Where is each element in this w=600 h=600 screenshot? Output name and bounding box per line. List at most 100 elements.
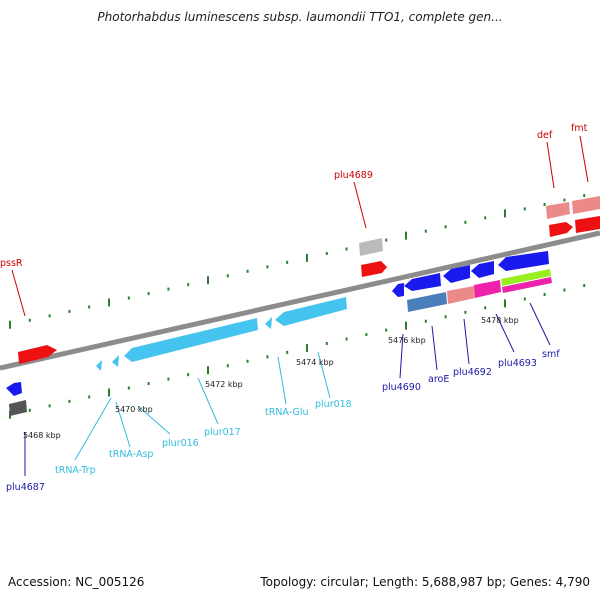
gene-tRNA-Glu[interactable] — [265, 317, 272, 329]
gene-aroE-arrow[interactable] — [404, 273, 441, 291]
kbp-label: 5470 kbp — [115, 405, 153, 414]
label-tRNA-Asp: tRNA-Asp — [109, 449, 153, 460]
gene-tRNA-Asp[interactable] — [112, 355, 119, 367]
minor-tick — [484, 306, 487, 310]
accession-text: Accession: NC_005126 — [8, 575, 145, 589]
major-tick — [504, 209, 506, 218]
label-plu4692: plu4692 — [453, 367, 492, 378]
gene-plu4687-box[interactable] — [9, 400, 27, 416]
minor-tick — [127, 296, 130, 300]
summary-text: Topology: circular; Length: 5,688,987 bp… — [260, 575, 590, 589]
minor-tick — [444, 225, 447, 229]
label-plur016: plur016 — [162, 438, 199, 449]
major-tick — [108, 388, 110, 397]
gene-features — [6, 196, 600, 416]
minor-tick — [48, 314, 51, 318]
minor-tick — [147, 382, 150, 386]
gene-fmt[interactable] — [575, 216, 600, 233]
minor-tick — [88, 395, 91, 399]
label-tRNA-Trp: tRNA-Trp — [55, 465, 96, 476]
minor-tick — [266, 265, 269, 269]
gene-tRNA-Trp[interactable] — [96, 360, 102, 371]
label-aroE: aroE — [428, 374, 449, 385]
kbp-label: 5468 kbp — [23, 431, 61, 440]
kbp-label: 5478 kbp — [481, 316, 519, 325]
major-tick — [108, 298, 110, 307]
major-tick — [9, 320, 11, 329]
minor-tick — [286, 260, 289, 264]
minor-tick — [187, 283, 190, 287]
minor-tick — [325, 341, 328, 345]
minor-tick — [484, 216, 487, 220]
minor-tick — [345, 247, 348, 251]
tick-track-upper — [9, 194, 586, 329]
minor-tick — [325, 251, 328, 255]
minor-tick — [365, 333, 368, 337]
minor-tick — [28, 408, 31, 412]
gene-plu4689[interactable] — [361, 261, 387, 277]
gene-plu4689-top[interactable] — [359, 238, 383, 256]
gene-plur017[interactable] — [124, 318, 258, 362]
gene-fmt-top[interactable] — [572, 196, 600, 214]
label-plur018: plur018 — [315, 399, 352, 410]
major-tick — [306, 343, 308, 352]
minor-tick — [385, 238, 388, 242]
minor-tick — [226, 364, 229, 368]
label-def: def — [537, 130, 553, 141]
label-smf: smf — [542, 349, 560, 360]
label-plur017: plur017 — [204, 427, 241, 438]
minor-tick — [167, 287, 170, 291]
gene-plu4690-arrow[interactable] — [392, 283, 404, 297]
map-title: Photorhabdus luminescens subsp. laumondi… — [97, 10, 503, 24]
gene-plu4692[interactable] — [447, 286, 475, 304]
backbone — [0, 230, 600, 371]
minor-tick — [385, 328, 388, 332]
gene-pssR[interactable] — [18, 345, 57, 364]
minor-tick — [167, 377, 170, 381]
major-tick — [207, 276, 209, 285]
minor-tick — [543, 202, 546, 206]
major-tick — [207, 366, 209, 375]
minor-tick — [345, 337, 348, 341]
gene-smf-lime[interactable] — [501, 269, 551, 286]
minor-tick — [583, 194, 586, 198]
minor-tick — [523, 207, 526, 211]
minor-tick — [583, 284, 586, 288]
leader-lines — [11, 135, 589, 476]
minor-tick — [28, 318, 31, 322]
minor-tick — [246, 269, 249, 273]
gene-plu4692-arrow[interactable] — [443, 265, 470, 283]
kbp-label: 5474 kbp — [296, 358, 334, 367]
major-tick — [405, 231, 407, 240]
minor-tick — [68, 399, 71, 403]
minor-tick — [68, 309, 71, 313]
gene-plu4687[interactable] — [6, 382, 22, 396]
minor-tick — [543, 292, 546, 296]
major-tick — [306, 253, 308, 262]
kbp-label: 5476 kbp — [388, 336, 426, 345]
gene-aroE[interactable] — [407, 292, 447, 312]
gene-def-top[interactable] — [546, 202, 570, 219]
gene-smf-arrow[interactable] — [498, 251, 549, 271]
minor-tick — [464, 310, 467, 314]
minor-tick — [464, 220, 467, 224]
minor-tick — [523, 297, 526, 301]
minor-tick — [127, 386, 130, 390]
tick-track-lower — [9, 284, 586, 419]
gene-plu4693[interactable] — [474, 280, 501, 298]
minor-tick — [286, 350, 289, 354]
minor-tick — [424, 319, 427, 323]
feature-labels: pssR plu4689 def fmt plu4687 tRNA-Trp tR… — [0, 123, 588, 493]
gene-plur018[interactable] — [275, 297, 347, 326]
major-tick — [504, 299, 506, 308]
label-plu4693: plu4693 — [498, 358, 537, 369]
gene-smf[interactable] — [502, 277, 552, 293]
kbp-label: 5472 kbp — [205, 380, 243, 389]
gene-def[interactable] — [549, 222, 573, 237]
minor-tick — [226, 274, 229, 278]
major-tick — [405, 321, 407, 330]
label-plu4689: plu4689 — [334, 170, 373, 181]
gene-plu4693-arrow[interactable] — [471, 261, 494, 278]
